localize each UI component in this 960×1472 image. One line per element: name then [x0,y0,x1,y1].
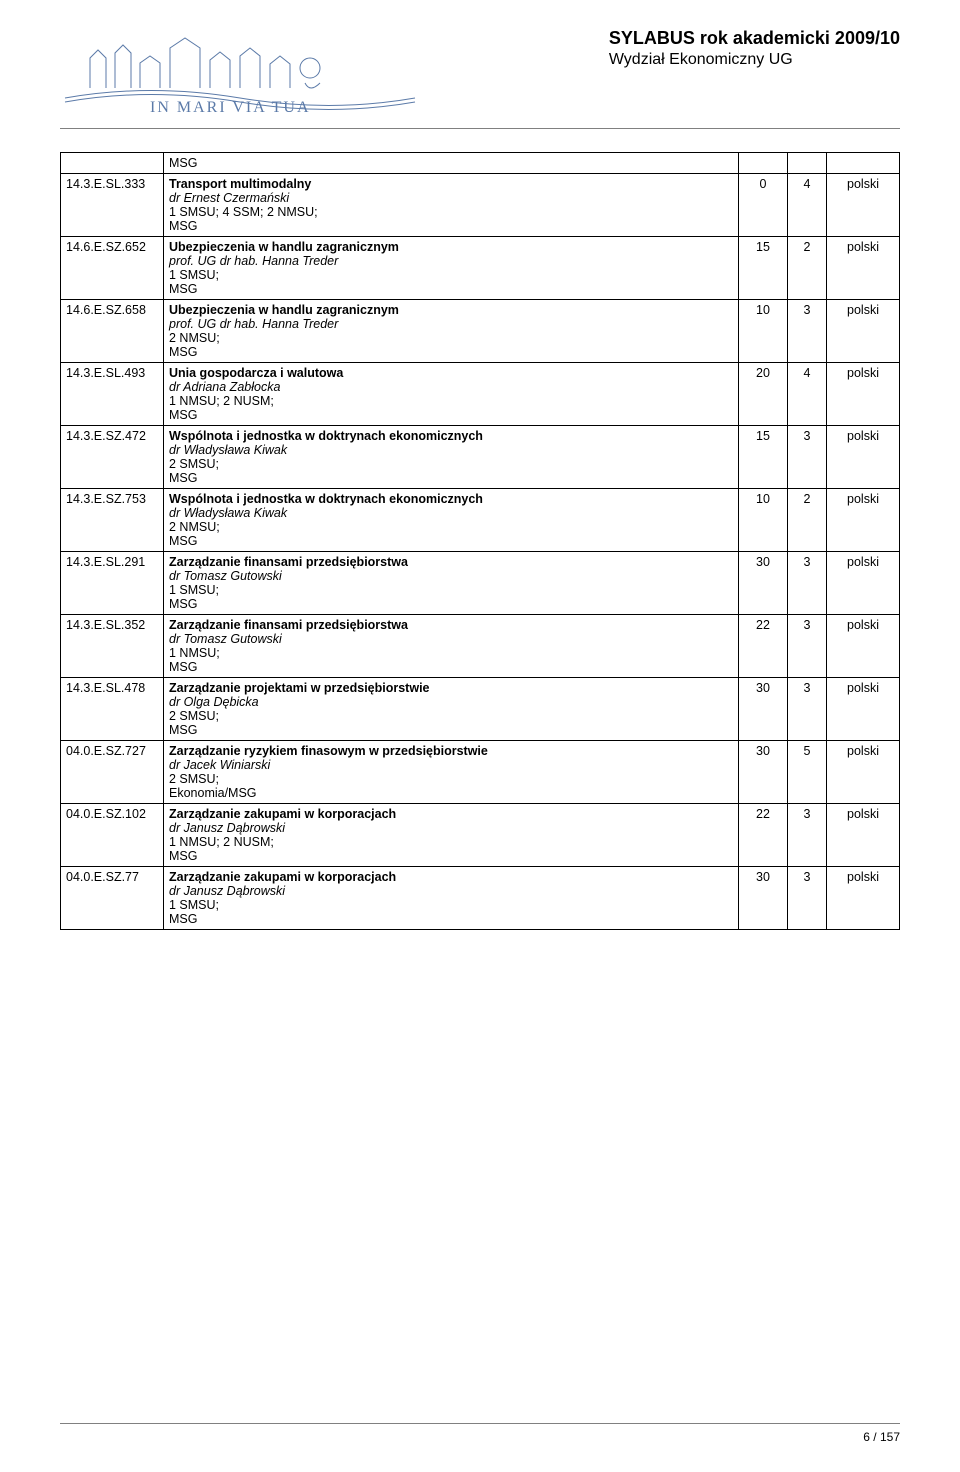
course-code: 14.6.E.SZ.658 [61,300,164,363]
col-n1: 30 [739,741,788,804]
col-language: polski [827,741,900,804]
col-language: polski [827,615,900,678]
col-n1: 30 [739,552,788,615]
course-code: 14.3.E.SL.493 [61,363,164,426]
course-code: 14.3.E.SL.478 [61,678,164,741]
col-language: polski [827,426,900,489]
course-description: Zarządzanie zakupami w korporacjachdr Ja… [164,804,739,867]
course-code: 14.3.E.SL.291 [61,552,164,615]
col-language: polski [827,489,900,552]
table-row: 04.0.E.SZ.727Zarządzanie ryzykiem finaso… [61,741,900,804]
table-row: 14.3.E.SL.333Transport multimodalnydr Er… [61,174,900,237]
header-rule [60,128,900,129]
course-description: Zarządzanie ryzykiem finasowym w przedsi… [164,741,739,804]
course-code [61,153,164,174]
course-description: Zarządzanie finansami przedsiębiorstwadr… [164,552,739,615]
col-n2: 4 [788,174,827,237]
col-n1: 30 [739,678,788,741]
table-row: 14.3.E.SL.352Zarządzanie finansami przed… [61,615,900,678]
course-code: 14.3.E.SZ.753 [61,489,164,552]
col-n2: 2 [788,237,827,300]
table-row: 14.3.E.SL.493Unia gospodarcza i walutowa… [61,363,900,426]
course-description: Zarządzanie zakupami w korporacjachdr Ja… [164,867,739,930]
col-n2: 3 [788,615,827,678]
course-description: MSG [164,153,739,174]
col-n1: 22 [739,615,788,678]
col-n1: 10 [739,300,788,363]
col-n1: 20 [739,363,788,426]
col-n1: 22 [739,804,788,867]
col-language: polski [827,804,900,867]
course-code: 14.3.E.SZ.472 [61,426,164,489]
col-n1 [739,153,788,174]
col-n1: 10 [739,489,788,552]
doc-subtitle: Wydział Ekonomiczny UG [609,51,900,69]
col-n2 [788,153,827,174]
col-language: polski [827,552,900,615]
course-description: Wspólnota i jednostka w doktrynach ekono… [164,426,739,489]
col-n2: 3 [788,804,827,867]
col-language [827,153,900,174]
col-language: polski [827,300,900,363]
col-n1: 0 [739,174,788,237]
course-description: Transport multimodalnydr Ernest Czermańs… [164,174,739,237]
page-number: 6 / 157 [863,1430,900,1444]
col-language: polski [827,174,900,237]
table-row: 04.0.E.SZ.77Zarządzanie zakupami w korpo… [61,867,900,930]
course-code: 14.3.E.SL.352 [61,615,164,678]
course-code: 14.3.E.SL.333 [61,174,164,237]
col-n2: 3 [788,552,827,615]
col-n2: 3 [788,678,827,741]
table-row: 14.3.E.SL.478Zarządzanie projektami w pr… [61,678,900,741]
table-row: 14.3.E.SL.291Zarządzanie finansami przed… [61,552,900,615]
doc-title: SYLABUS rok akademicki 2009/10 [609,28,900,49]
course-code: 04.0.E.SZ.102 [61,804,164,867]
svg-text:IN MARI VIA TUA: IN MARI VIA TUA [150,99,311,116]
col-n2: 4 [788,363,827,426]
course-description: Unia gospodarcza i walutowadr Adriana Za… [164,363,739,426]
col-n2: 3 [788,426,827,489]
col-n2: 5 [788,741,827,804]
course-description: Ubezpieczenia w handlu zagranicznymprof.… [164,237,739,300]
course-code: 04.0.E.SZ.727 [61,741,164,804]
course-code: 04.0.E.SZ.77 [61,867,164,930]
col-language: polski [827,678,900,741]
course-description: Ubezpieczenia w handlu zagranicznymprof.… [164,300,739,363]
table-row: 04.0.E.SZ.102Zarządzanie zakupami w korp… [61,804,900,867]
table-row: 14.3.E.SZ.753Wspólnota i jednostka w dok… [61,489,900,552]
header-logo: IN MARI VIA TUA [60,28,420,116]
table-row: 14.6.E.SZ.652Ubezpieczenia w handlu zagr… [61,237,900,300]
col-n1: 15 [739,237,788,300]
table-row: 14.6.E.SZ.658Ubezpieczenia w handlu zagr… [61,300,900,363]
col-language: polski [827,363,900,426]
col-n2: 2 [788,489,827,552]
col-n1: 30 [739,867,788,930]
col-n1: 15 [739,426,788,489]
course-code: 14.6.E.SZ.652 [61,237,164,300]
table-row: MSG [61,153,900,174]
footer-rule [60,1423,900,1424]
col-n2: 3 [788,300,827,363]
course-description: Zarządzanie projektami w przedsiębiorstw… [164,678,739,741]
col-language: polski [827,237,900,300]
col-language: polski [827,867,900,930]
col-n2: 3 [788,867,827,930]
table-row: 14.3.E.SZ.472Wspólnota i jednostka w dok… [61,426,900,489]
course-description: Zarządzanie finansami przedsiębiorstwadr… [164,615,739,678]
syllabus-table: MSG14.3.E.SL.333Transport multimodalnydr… [60,152,900,930]
course-description: Wspólnota i jednostka w doktrynach ekono… [164,489,739,552]
